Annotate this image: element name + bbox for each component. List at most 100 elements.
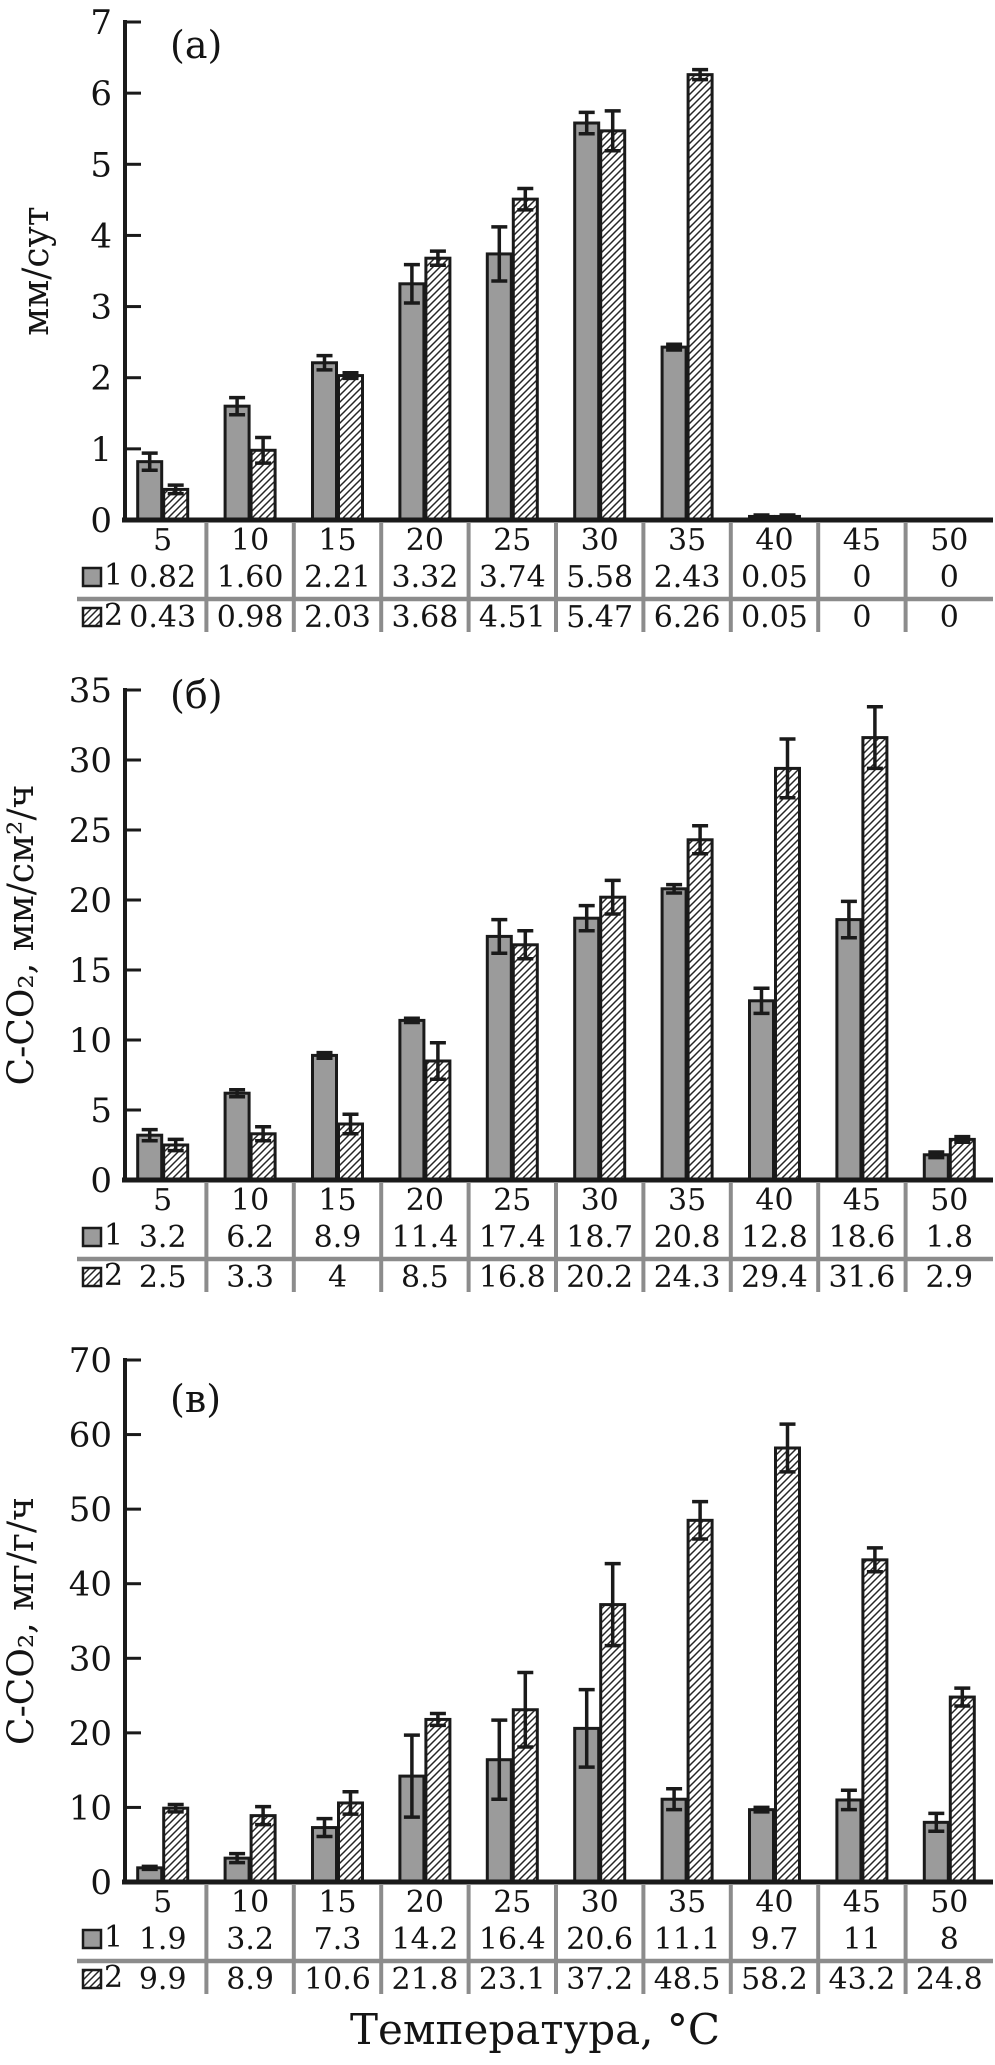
category-label: 10 — [231, 523, 269, 558]
panel-label: (б) — [170, 673, 223, 717]
y-tick-label: 50 — [69, 1490, 112, 1530]
y-tick-label: 5 — [90, 1091, 112, 1131]
y-tick-label: 4 — [90, 216, 112, 256]
error-bar — [753, 513, 770, 520]
error-bar — [229, 395, 246, 417]
bar-series1-cat15 — [311, 1053, 338, 1182]
table-value-series1: 8 — [940, 1922, 959, 1957]
error-bar — [255, 1125, 272, 1143]
table-value-series1: 11.4 — [392, 1220, 459, 1255]
bar-series2-cat45 — [861, 1558, 889, 1884]
category-label: 20 — [406, 1885, 444, 1920]
category-label: 5 — [153, 1183, 172, 1218]
y-axis-title: мм/сут — [16, 206, 57, 335]
table-value-series1: 0.05 — [741, 560, 808, 595]
error-bar — [604, 1561, 621, 1648]
table-value-series1: 1.9 — [139, 1922, 187, 1957]
error-bar — [692, 67, 709, 82]
error-bar — [578, 110, 595, 136]
table-value-series2: 43.2 — [829, 1962, 896, 1997]
error-bar — [517, 186, 534, 212]
table-value-series1: 7.3 — [314, 1922, 362, 1957]
bar-series1-cat25 — [485, 934, 513, 1182]
series-legend-label: 1 — [104, 558, 123, 593]
table-value-series2: 0.43 — [129, 600, 196, 635]
error-bar — [866, 705, 883, 771]
category-label: 40 — [755, 1885, 793, 1920]
table-value-series2: 16.8 — [479, 1260, 546, 1295]
bar-series1-cat20 — [398, 1018, 426, 1182]
error-bar — [316, 353, 333, 372]
bar-series1-cat45 — [835, 918, 863, 1182]
error-bar — [167, 1802, 184, 1814]
y-tick-label: 0 — [90, 501, 112, 541]
error-bar — [255, 1804, 272, 1827]
table-value-series2: 20.2 — [566, 1260, 633, 1295]
table-value-series2: 48.5 — [654, 1962, 721, 1997]
error-bar — [316, 1050, 333, 1060]
y-tick-label: 25 — [69, 811, 112, 851]
error-bar — [666, 882, 683, 895]
error-bar — [403, 262, 420, 305]
y-axis-title: С-СО₂, мг/г/ч — [1, 1497, 42, 1745]
bar-series1-cat10 — [223, 404, 251, 522]
error-bar — [779, 1422, 796, 1474]
table-value-series2: 37.2 — [566, 1962, 633, 1997]
error-bar — [928, 1811, 945, 1834]
series-legend-label: 1 — [104, 1920, 123, 1955]
bar-series1-cat40 — [748, 1808, 775, 1884]
category-label: 10 — [231, 1885, 269, 1920]
category-label: 10 — [231, 1183, 269, 1218]
bar-series1-cat10 — [223, 1091, 251, 1182]
chart-panel-1: 0 1 2 3 4 5 6 7 (а) мм/сут 5 0.82 0.43 10 1.60 0.98 15 2.… — [0, 0, 995, 638]
table-value-series2: 9.9 — [139, 1962, 187, 1997]
bar-series2-cat35 — [686, 838, 714, 1182]
bar-series1-cat35 — [660, 1797, 688, 1884]
table-value-series1: 2.43 — [654, 560, 721, 595]
table-value-series1: 6.2 — [226, 1220, 274, 1255]
error-bar — [342, 1790, 359, 1816]
series-legend-label: 1 — [104, 1218, 123, 1253]
table-value-series1: 1.60 — [217, 560, 284, 595]
bar-series2-cat50 — [948, 1695, 976, 1884]
y-tick-label: 3 — [90, 288, 112, 328]
bar-series2-cat30 — [599, 895, 627, 1182]
table-value-series1: 17.4 — [479, 1220, 546, 1255]
bar-series2-cat40 — [774, 1446, 801, 1884]
y-tick-label: 70 — [69, 1341, 112, 1381]
y-tick-label: 10 — [69, 1021, 112, 1061]
chart-panel-3: 0 10 20 30 40 50 60 70 (в) С-СО₂, мг/г/ч 5 1.9 9.9 10… — [0, 1300, 995, 2000]
y-tick-label: 60 — [69, 1416, 112, 1456]
table-value-series2: 3.68 — [392, 600, 459, 635]
table-value-series2: 2.9 — [925, 1260, 973, 1295]
y-tick-label: 20 — [69, 881, 112, 921]
table-value-series1: 18.7 — [566, 1220, 633, 1255]
table-value-series2: 0.05 — [741, 600, 808, 635]
bar-series1-cat35 — [660, 345, 688, 522]
y-tick-label: 5 — [90, 145, 112, 185]
error-bar — [255, 435, 272, 465]
chart-panel-2: 0 5 10 15 20 25 30 35 (б) С-СО₂, мм/см²/ч 5 3.2 2.5 1… — [0, 630, 995, 1298]
table-value-series2: 58.2 — [741, 1962, 808, 1997]
table-value-series1: 18.6 — [829, 1220, 896, 1255]
legend-swatch-series-2 — [81, 606, 103, 628]
category-label: 40 — [755, 1183, 793, 1218]
table-value-series1: 1.8 — [925, 1220, 973, 1255]
table-value-series1: 9.7 — [751, 1922, 799, 1957]
bar-series1-cat45 — [835, 1798, 863, 1884]
error-bar — [666, 342, 683, 352]
error-bar — [692, 824, 709, 856]
error-bar — [517, 929, 534, 961]
category-label: 5 — [153, 523, 172, 558]
category-label: 35 — [668, 523, 706, 558]
table-value-series1: 11 — [843, 1922, 881, 1957]
category-label: 35 — [668, 1183, 706, 1218]
bar-series2-cat15 — [337, 374, 364, 522]
table-value-series2: 24.8 — [916, 1962, 983, 1997]
error-bar — [779, 737, 796, 800]
y-tick-label: 10 — [69, 1788, 112, 1828]
error-bar — [316, 1816, 333, 1839]
panel-label: (а) — [170, 23, 222, 67]
category-label: 15 — [318, 1183, 356, 1218]
